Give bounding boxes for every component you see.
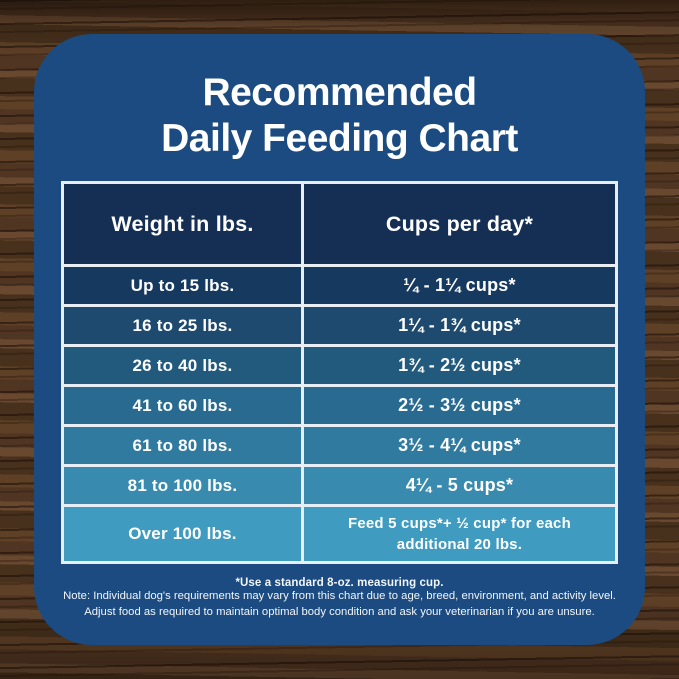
table-row: Up to 15 lbs. ¼ - 1¼ cups* bbox=[64, 267, 615, 305]
footnote: *Use a standard 8-oz. measuring cup. Not… bbox=[61, 577, 618, 620]
cups-cell: 1¾ - 2½ cups* bbox=[303, 347, 615, 385]
cups-cell: Feed 5 cups*+ ½ cup* for each additional… bbox=[303, 507, 615, 562]
weight-cell: Over 100 lbs. bbox=[64, 507, 301, 562]
table-row: Over 100 lbs. Feed 5 cups*+ ½ cup* for ea… bbox=[64, 507, 615, 562]
cups-value: 1¾ - 2½ cups* bbox=[398, 355, 521, 376]
cups-value: 1¼ - 1¾ cups* bbox=[398, 315, 521, 336]
cups-cell: 4¼ - 5 cups* bbox=[303, 467, 615, 505]
page-title: Recommended Daily Feeding Chart bbox=[61, 70, 618, 161]
weight-cell: 81 to 100 lbs. bbox=[64, 467, 301, 505]
weight-column-header: Weight in lbs. bbox=[64, 184, 301, 265]
table-header-row: Weight in lbs. Cups per day* bbox=[64, 184, 615, 265]
cups-value: 3½ - 4¼ cups* bbox=[398, 435, 521, 456]
page-title-line1: Recommended bbox=[202, 71, 477, 114]
cups-value: Feed 5 cups*+ ½ cup* for each additional… bbox=[347, 514, 571, 554]
cups-value: 2½ - 3½ cups* bbox=[398, 395, 521, 416]
table-row: 16 to 25 lbs. 1¼ - 1¾ cups* bbox=[64, 307, 615, 345]
weight-cell: 26 to 40 lbs. bbox=[64, 347, 301, 385]
disclaimer-line1: Note: Individual dog's requirements may … bbox=[63, 590, 616, 603]
cups-cell: ¼ - 1¼ cups* bbox=[303, 267, 615, 305]
measuring-cup-note: *Use a standard 8-oz. measuring cup. bbox=[235, 577, 444, 590]
cups-value: ¼ - 1¼ cups* bbox=[403, 275, 516, 296]
table-row: 81 to 100 lbs. 4¼ - 5 cups* bbox=[64, 467, 615, 505]
feeding-chart-card: Recommended Daily Feeding Chart Weight i… bbox=[34, 34, 645, 645]
disclaimer-line2: Adjust food as required to maintain opti… bbox=[84, 605, 595, 618]
cups-column-header: Cups per day* bbox=[303, 184, 615, 265]
weight-cell: 16 to 25 lbs. bbox=[64, 307, 301, 345]
page-title-line2: Daily Feeding Chart bbox=[161, 116, 518, 160]
cups-cell: 3½ - 4¼ cups* bbox=[303, 427, 615, 465]
cups-cell: 1¼ - 1¾ cups* bbox=[303, 307, 615, 345]
weight-cell: Up to 15 lbs. bbox=[64, 267, 301, 305]
weight-cell: 41 to 60 lbs. bbox=[64, 387, 301, 425]
cups-cell: 2½ - 3½ cups* bbox=[303, 387, 615, 425]
table-row: 26 to 40 lbs. 1¾ - 2½ cups* bbox=[64, 347, 615, 385]
cups-value: 4¼ - 5 cups* bbox=[405, 475, 514, 496]
table-row: 41 to 60 lbs. 2½ - 3½ cups* bbox=[64, 387, 615, 425]
weight-cell: 61 to 80 lbs. bbox=[64, 427, 301, 465]
feeding-table: Weight in lbs. Cups per day* Up to 15 lb… bbox=[61, 181, 618, 565]
table-row: 61 to 80 lbs. 3½ - 4¼ cups* bbox=[64, 427, 615, 465]
